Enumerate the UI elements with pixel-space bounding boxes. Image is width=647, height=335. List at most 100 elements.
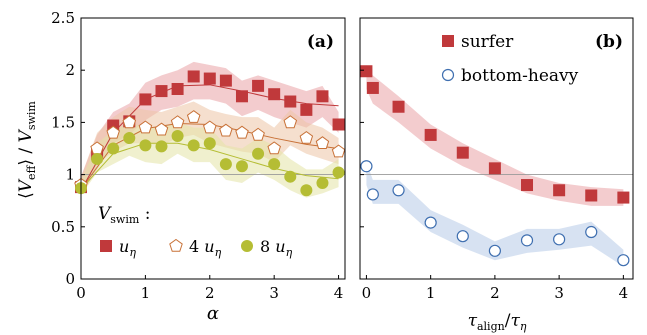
y-tick-label: 0.5 [51,218,75,236]
panel-a-series-2-point [107,142,120,155]
panel-a-series-2-point [155,140,168,153]
panel-a-series-2-point [123,132,136,145]
panel-b-series-1-point [456,230,469,243]
panel-b-series-1-point [585,225,598,239]
panel-a-series-1-point [203,120,217,134]
panel-b-legend-label-0: surfer [461,32,514,52]
panel-a-series-1-point [283,115,298,129]
panel-a-series-0-point [284,95,297,108]
panel-a-series-2-point [235,160,248,173]
panel-a-legend-label-2: 8 uη [260,237,293,259]
panel-a-series-0-point [187,70,200,83]
panel-a-series-0-point [171,82,184,95]
panel-b-x-label: τalign/τη [468,311,527,333]
panel-a-legend-title: Vswim : [98,204,150,226]
panel-a-series-1-point [219,123,233,137]
panel-a-x-label: α [207,303,219,324]
panel-b-series-1-point [392,184,405,197]
y-tick-label: 1.5 [51,113,75,131]
panel-a-series-0-point [268,88,281,101]
panel-a-legend-marker-1 [169,238,183,252]
panel-b-series-1-point [553,233,566,246]
panel-a-series-0-point [155,85,168,98]
panel-a-x-tick-label: 4 [334,284,344,302]
panel-a-series-0-point [252,79,265,92]
panel-b-label: (b) [595,32,623,52]
panel-a-x-tick-label: 3 [269,284,279,302]
panel-a-series-1-point [235,125,249,139]
panel-a-series-2-point [187,139,200,152]
panel-b-x-tick-label: 0 [362,284,372,302]
panel-a-series-1-point [138,120,153,134]
panel-a-series-2-point [139,139,152,152]
panel-b-series-0-point [553,184,566,197]
panel-a-series-0-point [332,118,345,131]
panel-a-x-tick-label: 1 [141,284,151,302]
panel-a-series-2-point [268,158,281,171]
panel-a-x-tick-label: 2 [205,284,215,302]
panel-a-series-0-point [316,90,329,103]
panel-a-series-1-point [170,115,185,129]
panel-a-series-2-point [252,147,265,160]
panel-a-series-2-point [300,184,313,197]
y-tick-label: 1 [65,166,75,184]
panel-b-frame [359,17,634,280]
panel-b-series-1-point [366,188,379,201]
panel-b-series-0-point [488,162,501,175]
y-tick-label: 2 [65,61,75,79]
panel-a-series-1-point [251,127,265,141]
panel-a-x-tick-label: 0 [76,284,86,302]
panel-b-x-tick-label: 1 [426,284,436,302]
panel-b-series-0-point [392,100,405,113]
panel-a-series-2-point [332,166,345,179]
panel-a-series-0-point [139,93,152,106]
y-tick-label: 0 [65,270,75,288]
panel-b-series-0-point [424,128,437,141]
panel-a-series-2-point [284,170,297,183]
panel-b-x-tick-label: 3 [554,284,564,302]
panel-a-series-2-point [316,176,329,189]
panel-b-legend-marker-1 [441,68,455,82]
panel-b-x-tick-label: 2 [490,284,500,302]
panel-a-series-2-point [219,158,232,171]
panel-a-series-1-point [186,110,201,123]
panel-a-series-1-point [299,130,314,144]
panel-b-series-0-point [617,191,630,204]
y-axis-label: ⟨Veff⟩ / Vswim [16,101,38,199]
panel-b-series-1-point [617,254,630,267]
panel-a-series-2-point [203,137,216,150]
panel-a-legend-label-0: uη [119,237,136,259]
panel-a-series-1-point [315,136,330,149]
panel-a-series-1-point [154,122,169,136]
panel-a-legend-marker-0 [100,240,112,252]
panel-b-series-1-point [360,160,373,173]
panel-a-legend-label-1: 4 uη [189,237,222,259]
panel-a-series-1-point [122,115,137,129]
panel-b-series-1-point [520,234,534,247]
panel-b-x-tick-label: 4 [619,284,629,302]
panel-b-series-0-point [521,179,534,192]
panel-b-series-1-point [488,244,501,257]
panel-a-series-1-point [267,141,281,155]
panel-a-label: (a) [307,32,334,52]
panel-a-frame [80,17,346,280]
panel-a-legend-marker-2 [241,240,253,252]
panel-a-series-0-point [203,72,216,85]
panel-b-series-1-point [424,216,437,229]
panel-a-series-2-point [171,129,184,142]
y-tick-label: 2.5 [51,9,75,27]
panel-b-series-0-point [585,189,598,202]
panel-a-series-0-point [219,74,232,87]
panel-a-series-0-point [300,103,313,116]
panel-b-band-0 [366,64,624,206]
panel-b-legend-marker-0 [442,35,454,47]
panel-a-series-1-point [331,144,346,158]
panel-a-series-2-point [91,152,104,165]
panel-a-series-0-point [235,90,248,103]
panel-b-series-0-point [456,146,469,159]
panel-b-series-0-point [360,65,373,78]
panel-b-legend-label-1: bottom-heavy [461,66,579,86]
panel-a-series-1-point [106,125,120,139]
panel-b-series-0-point [366,81,379,94]
